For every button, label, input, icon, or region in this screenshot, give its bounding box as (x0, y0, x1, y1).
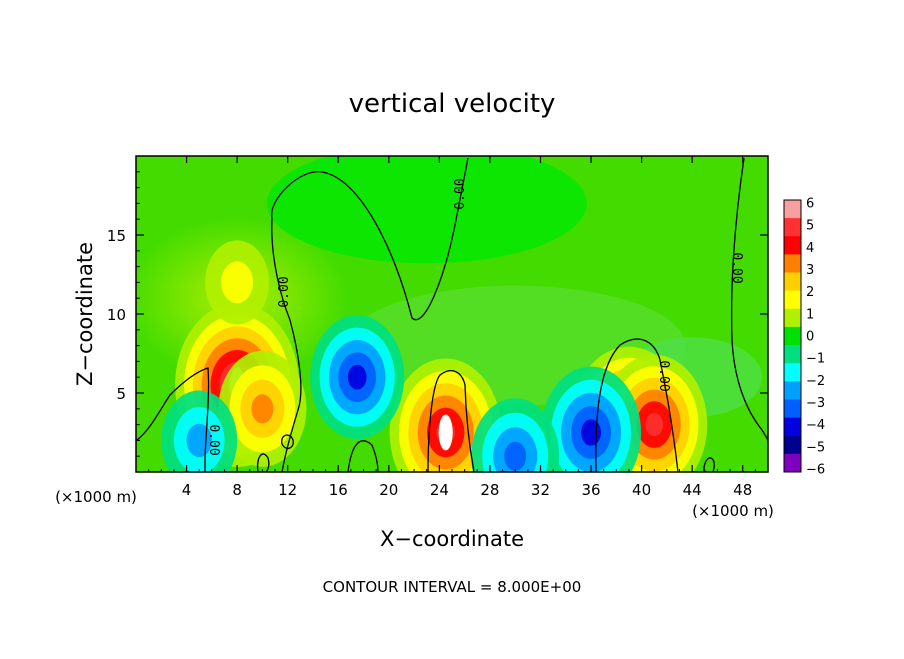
colorbar-segment (784, 200, 801, 219)
colorbar-segment (784, 254, 801, 274)
plot-area: 0.00 0.00 0.00 0.00 0.00 (135, 155, 769, 473)
colorbar-segment (784, 272, 801, 292)
colorbar-segment (784, 236, 801, 255)
zero-contour-line (271, 157, 469, 321)
downdraft-cell (581, 419, 602, 446)
colorbar-tick-label: −4 (806, 418, 825, 433)
colorbar-segment (784, 308, 801, 328)
chart-title: vertical velocity (349, 89, 556, 119)
x-tick-label: 4 (182, 481, 192, 499)
x-tick-label: 16 (329, 481, 348, 499)
colorbar-segment (784, 363, 801, 382)
x-tick-label: 28 (480, 481, 499, 499)
colorbar-tick-label: 1 (806, 307, 814, 322)
x-tick-label: 48 (733, 481, 752, 499)
colorbar-tick-label: −1 (806, 352, 825, 367)
zero-contour-line (427, 370, 475, 472)
zero-contour-line (595, 338, 679, 472)
colorbar-tick-label: −6 (806, 463, 825, 478)
velocity-field (136, 156, 763, 472)
peak-core (438, 414, 453, 451)
colorbar-frame (783, 199, 802, 473)
updraft-cell (645, 412, 664, 437)
contour-label: 0.00 (277, 276, 292, 307)
colorbar-tick-label: 6 (806, 197, 814, 212)
colorbar: 6 5 4 3 2 1 0 −1 −2 −3 −4 −5 −6 (783, 197, 825, 478)
colorbar-tick-label: 3 (806, 263, 814, 278)
x-unit-right: (×1000 m) (692, 502, 774, 520)
zero-contour-line (703, 457, 715, 472)
contour-label: 0.00 (206, 424, 221, 455)
downdraft-cell (504, 441, 527, 471)
contour-labels: 0.00 0.00 0.00 0.00 0.00 (206, 178, 744, 455)
x-tick-label: 8 (232, 481, 242, 499)
x-tick-label: 24 (430, 481, 449, 499)
x-tick-label: 44 (683, 481, 702, 499)
x-tick-label: 32 (531, 481, 550, 499)
y-axis: 5 10 15 (107, 171, 768, 457)
zero-contour-line (271, 217, 302, 472)
x-tick-label: 40 (632, 481, 651, 499)
colorbar-tick-label: −5 (806, 440, 825, 455)
x-axis: 4 8 12 16 20 24 28 32 36 40 44 48 (148, 156, 756, 499)
y-axis-label: Z−coordinate (73, 242, 97, 386)
y-tick-label: 15 (107, 227, 126, 245)
zero-contour-line (347, 440, 379, 472)
x-axis-label: X−coordinate (380, 527, 524, 551)
x-tick-label: 20 (379, 481, 398, 499)
zero-contour-line (281, 434, 294, 449)
updraft-cell (251, 394, 274, 424)
colorbar-segment (784, 218, 801, 237)
field-zone (266, 156, 587, 264)
colorbar-tick-label: 5 (806, 219, 814, 234)
colorbar-tick-label: 0 (806, 330, 814, 345)
colorbar-tick-label: −3 (806, 396, 825, 411)
x-unit-left: (×1000 m) (55, 488, 137, 506)
downdraft-cell (347, 364, 367, 390)
contour-interval-note: CONTOUR INTERVAL = 8.000E+00 (323, 578, 582, 596)
colorbar-tick-label: 2 (806, 285, 814, 300)
colorbar-segment (784, 326, 801, 346)
colorbar-segment (784, 290, 801, 310)
colorbar-tick-label: −2 (806, 374, 825, 389)
zero-contour-line (256, 453, 270, 472)
y-tick-label: 10 (107, 306, 126, 324)
contour-label: 0.00 (453, 178, 468, 209)
colorbar-segment (784, 399, 801, 419)
zero-contour-line (136, 367, 210, 472)
contour-label: 0.00 (656, 360, 671, 391)
x-tick-label: 36 (581, 481, 600, 499)
colorbar-segment (784, 453, 801, 473)
zero-contour-line (730, 157, 768, 441)
colorbar-tick-label: 4 (806, 241, 814, 256)
updraft-cell (221, 261, 254, 304)
colorbar-segment (784, 381, 801, 400)
y-tick-label: 5 (116, 385, 126, 403)
colorbar-segment (784, 435, 801, 455)
x-tick-label: 12 (278, 481, 297, 499)
colorbar-segment (784, 345, 801, 364)
contour-label: 0.00 (729, 252, 744, 283)
zero-contours (136, 157, 768, 472)
colorbar-segment (784, 417, 801, 437)
